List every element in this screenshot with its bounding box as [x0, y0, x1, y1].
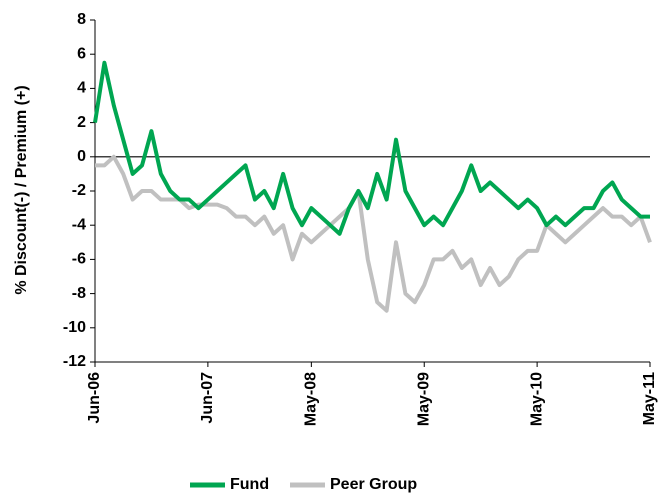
y-tick-label: 8	[77, 11, 86, 28]
y-tick-label: -8	[72, 285, 86, 302]
x-tick-label: May-09	[415, 372, 432, 426]
y-tick-label: -12	[63, 353, 86, 370]
y-tick-label: 4	[77, 80, 86, 97]
legend-label: Peer Group	[330, 476, 417, 493]
y-tick-label: -2	[72, 182, 86, 199]
y-axis-title: % Discount(-) / Premium (+)	[13, 85, 30, 294]
y-tick-label: 6	[77, 45, 86, 62]
y-tick-label: 0	[77, 148, 86, 165]
y-tick-label: -10	[63, 319, 86, 336]
y-tick-label: -6	[72, 251, 86, 268]
x-tick-label: May-10	[528, 372, 545, 426]
series-line	[95, 154, 652, 313]
y-tick-label: -4	[72, 216, 86, 233]
x-tick-label: May-11	[641, 372, 658, 425]
x-tick-label: May-08	[303, 372, 320, 426]
series-line	[93, 60, 650, 236]
y-tick-label: 2	[77, 114, 86, 131]
x-tick-label: Jun-06	[86, 372, 103, 424]
x-tick-label: Jun-07	[199, 372, 216, 424]
legend-label: Fund	[230, 476, 269, 493]
